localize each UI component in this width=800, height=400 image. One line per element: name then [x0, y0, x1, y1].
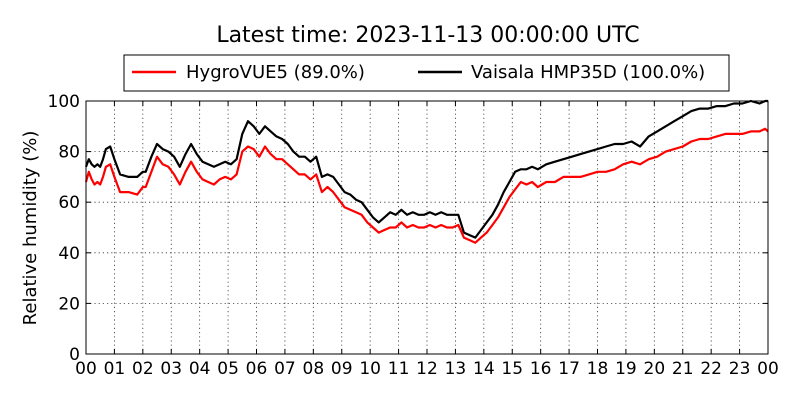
x-tick-labels: 00 01 02 03 04 05 06 07 08 09 10 11 12 13 14 15 16 17 18 19… — [75, 359, 779, 379]
chart-title: Latest time: 2023-11-13 00:00:00 UTC — [216, 23, 639, 48]
x-tick-label: 11 — [388, 359, 410, 379]
legend-label-vaisala: Vaisala HMP35D (100.0%) — [471, 62, 705, 83]
x-tick-label: 00 — [75, 359, 97, 379]
x-tick-label: 03 — [160, 359, 182, 379]
x-tick-label: 17 — [558, 359, 580, 379]
x-tick-label: 16 — [530, 359, 552, 379]
x-tick-label: 18 — [587, 359, 609, 379]
legend: HygroVUE5 (89.0%) Vaisala HMP35D (100.0%… — [123, 54, 730, 92]
x-tick-label: 20 — [644, 359, 666, 379]
y-tick-label: 100 — [48, 92, 80, 112]
y-axis-label: Relative humidity (%) — [20, 131, 41, 326]
grid-lines — [86, 101, 768, 354]
y-tick-label: 40 — [58, 244, 80, 264]
x-tick-label: 02 — [132, 359, 154, 379]
x-tick-label: 13 — [445, 359, 467, 379]
y-tick-labels: 0 20 40 60 80 100 — [48, 92, 80, 365]
y-tick-label: 20 — [58, 294, 80, 314]
x-tick-label: 09 — [331, 359, 353, 379]
x-tick-label: 10 — [359, 359, 381, 379]
axis-ticks — [85, 100, 769, 355]
x-tick-label: 23 — [729, 359, 751, 379]
x-tick-label: 04 — [189, 359, 211, 379]
x-tick-label: 08 — [303, 359, 325, 379]
y-tick-label: 60 — [58, 193, 80, 213]
y-tick-label: 0 — [69, 345, 80, 365]
series-line-hygrovue5 — [84, 127, 769, 244]
data-series — [84, 99, 769, 244]
x-tick-label: 22 — [700, 359, 722, 379]
x-tick-label: 06 — [246, 359, 268, 379]
y-tick-label: 80 — [58, 143, 80, 163]
x-tick-label: 19 — [615, 359, 637, 379]
x-tick-label: 14 — [473, 359, 495, 379]
legend-label-hygrovue5: HygroVUE5 (89.0%) — [186, 62, 365, 83]
series-line-vaisala — [84, 99, 768, 239]
x-tick-label: 12 — [416, 359, 438, 379]
x-tick-label: 00 — [757, 359, 779, 379]
x-tick-label: 07 — [274, 359, 296, 379]
x-tick-label: 21 — [672, 359, 694, 379]
x-tick-label: 15 — [501, 359, 523, 379]
x-tick-label: 05 — [217, 359, 239, 379]
x-tick-label: 01 — [104, 359, 126, 379]
